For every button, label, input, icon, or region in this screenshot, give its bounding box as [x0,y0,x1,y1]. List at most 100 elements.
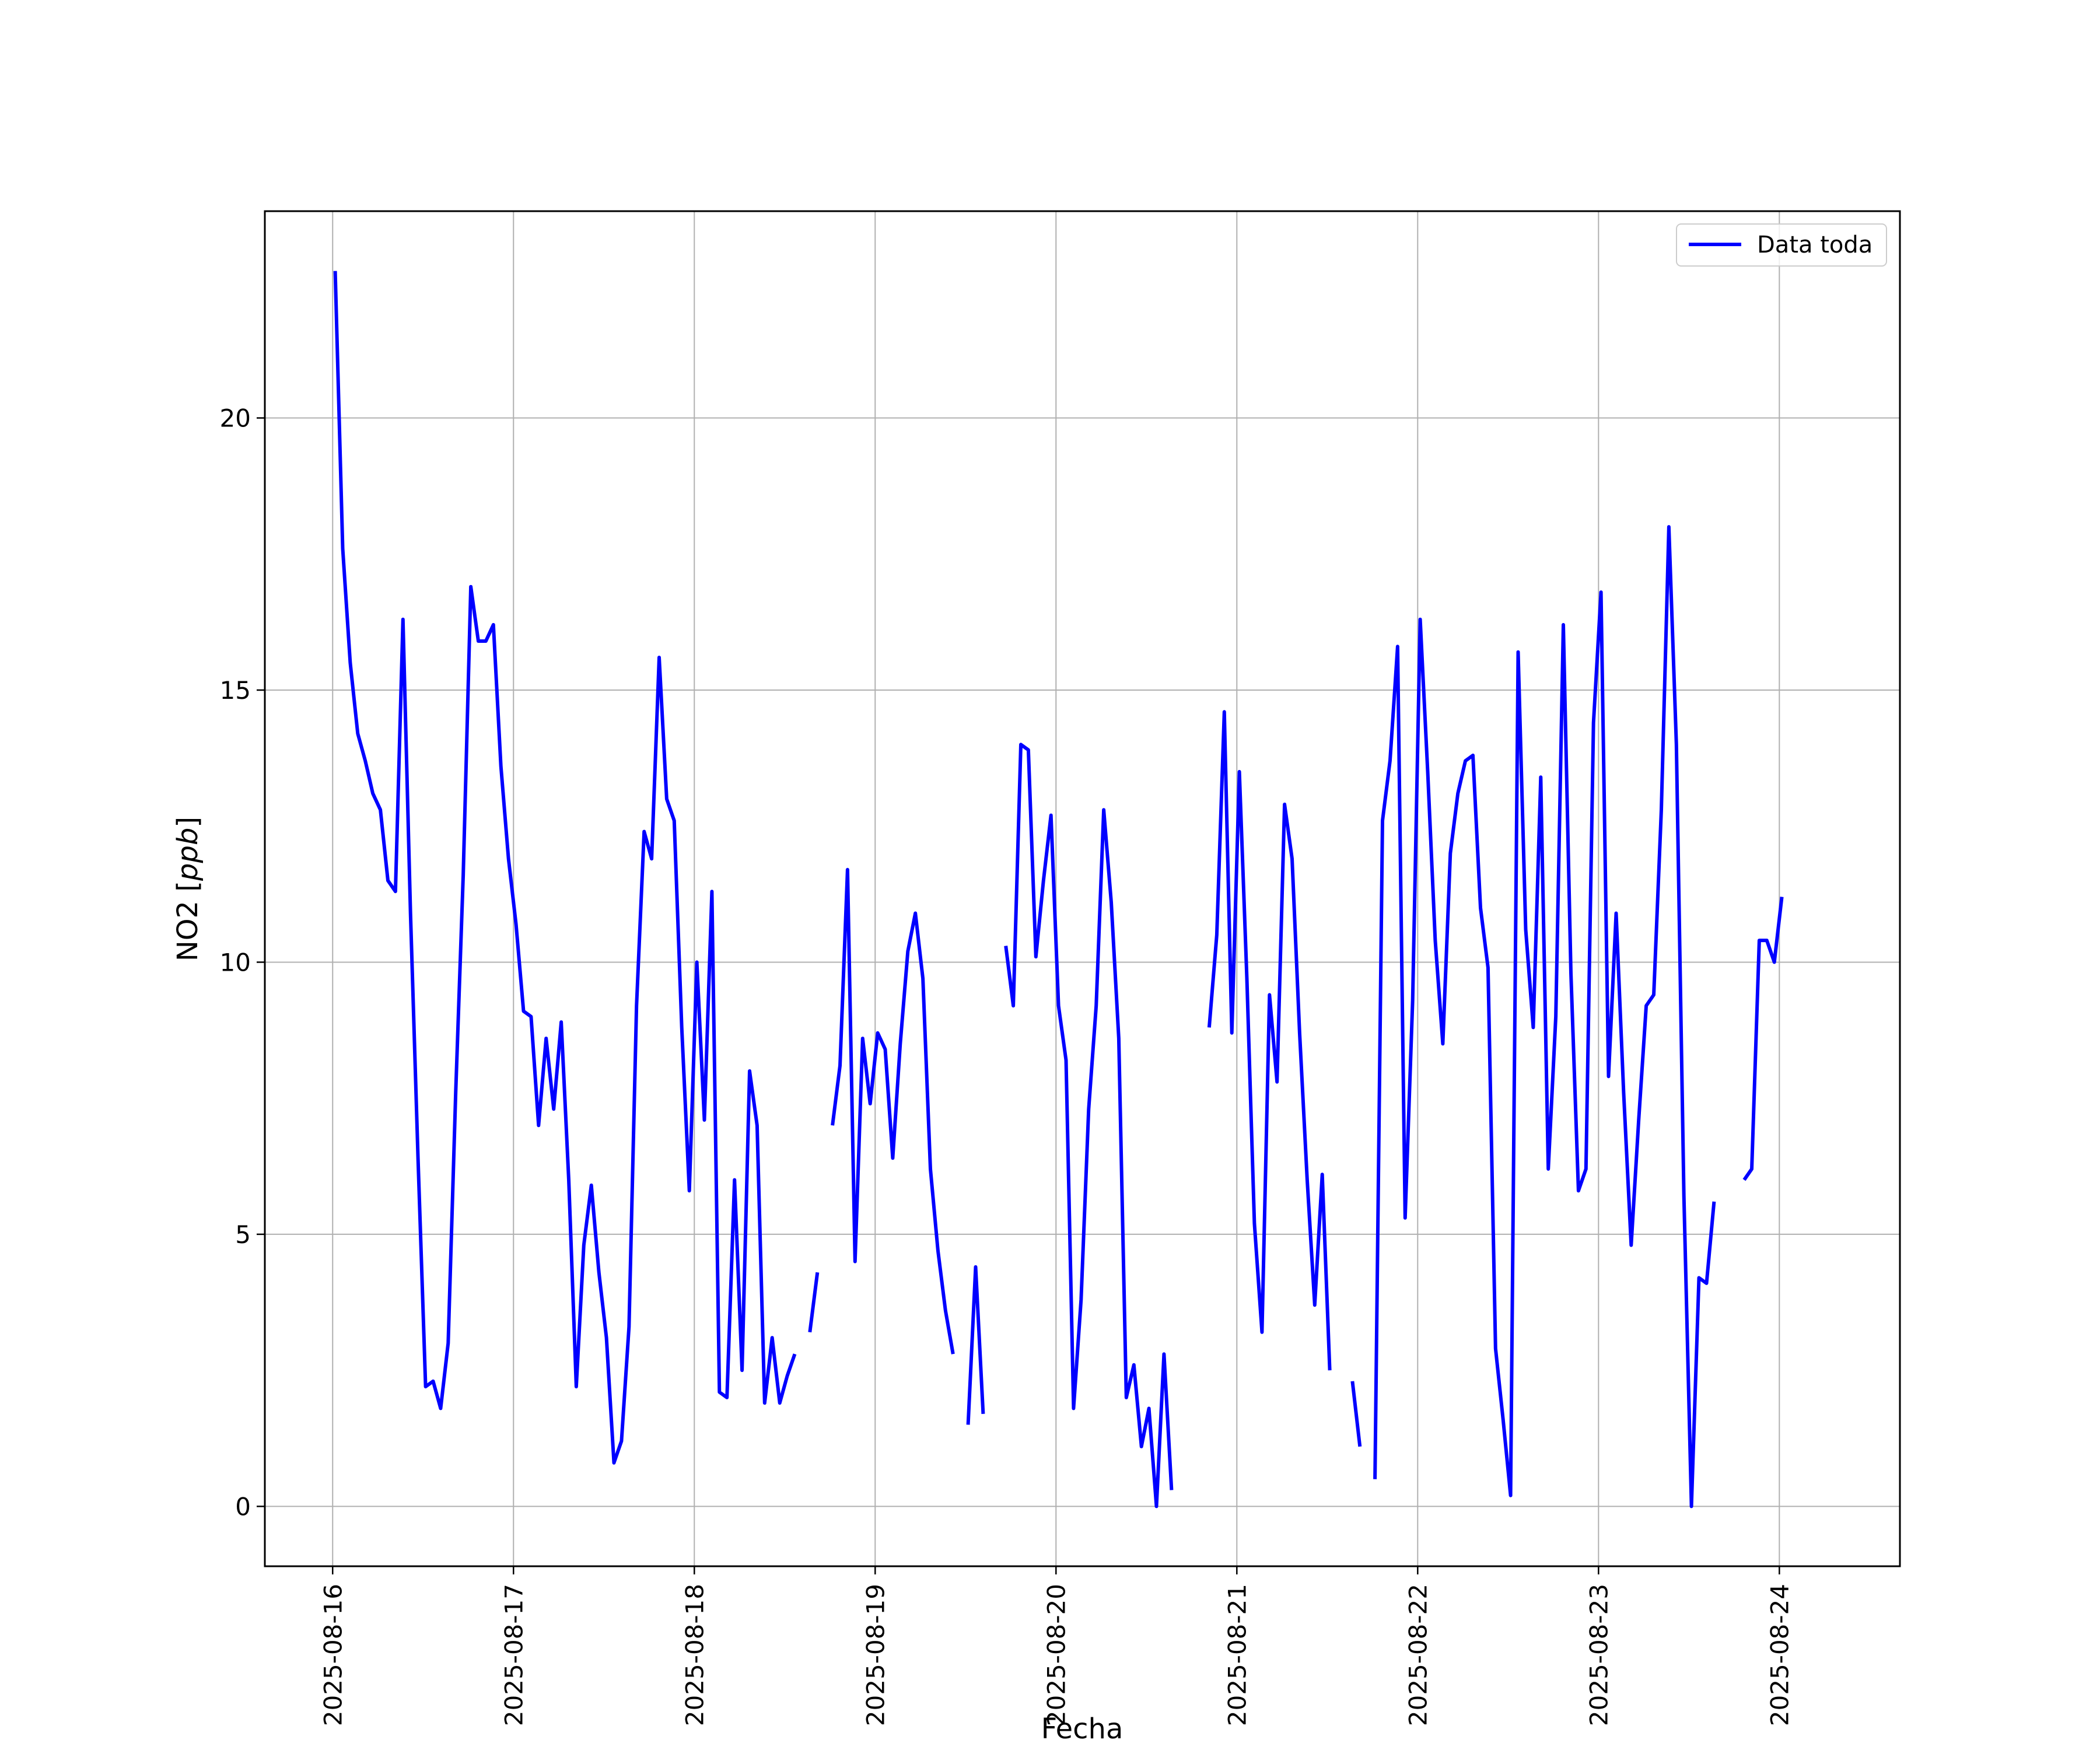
data-point [651,858,652,859]
data-point [1532,1027,1534,1028]
legend: Data toda [1676,223,1887,267]
data-point [659,657,660,658]
data-point [591,1185,592,1186]
x-tick-label: 2025-08-21 [1223,1584,1251,1726]
data-point [576,1386,577,1387]
data-point [1299,1032,1300,1034]
data-point [530,1016,531,1017]
data-point [1397,646,1398,647]
data-point [839,1065,841,1066]
data-point [1630,1245,1632,1246]
data-point [953,1353,954,1354]
y-axis-label-unit: ppb [172,828,204,881]
data-point [726,1397,727,1398]
data-point [1638,1119,1639,1121]
data-point [1578,1190,1579,1191]
data-point [1239,771,1240,772]
data-point [1427,771,1429,772]
data-point [1028,750,1029,751]
data-point [1307,1180,1308,1181]
plot-area [265,211,1900,1566]
data-point [666,799,667,800]
data-point [478,640,479,642]
data-point [1661,809,1662,810]
data-point [1510,1495,1511,1496]
data-point [1676,744,1677,745]
ticks: 0 5 10 15 20 2025-08-16 2025-08-17 2025-08-18 20… [220,404,1794,1727]
data-point [1292,858,1293,859]
data-point [485,640,487,642]
data-point [1518,652,1519,653]
data-point [1322,1174,1323,1175]
x-tick-label: 2025-08-19 [861,1584,890,1726]
data-point [1434,940,1436,941]
data-point [516,923,517,925]
y-tick-label: 10 [220,948,251,977]
data-point [621,1440,622,1441]
data-point [508,858,509,859]
data-point [1390,760,1391,761]
data-point [764,1402,765,1404]
data-point [425,1386,426,1387]
series-layer [333,271,1784,1508]
data-point [1284,804,1285,805]
data-point [545,1038,547,1039]
data-point [741,1370,743,1371]
data-point [681,1027,682,1028]
y-tick-label: 0 [235,1492,251,1521]
data-point [1503,1419,1504,1420]
data-point [395,891,396,892]
data-point [357,733,358,734]
data-point [1096,1005,1097,1006]
x-tick-label: 2025-08-16 [318,1584,347,1726]
data-point [1751,1168,1752,1170]
data-point [1480,907,1481,908]
data-point [1163,1353,1164,1354]
x-tick-label: 2025-08-18 [680,1584,709,1726]
data-point [1118,1038,1119,1039]
data-point [832,1125,833,1126]
data-point [1593,722,1594,723]
data-point [1684,1196,1685,1197]
data-point [892,1157,893,1158]
data-point [1073,1408,1074,1409]
data-point [1420,619,1421,620]
series-line [333,271,1784,1508]
data-point [794,1353,796,1354]
data-point [1653,994,1654,995]
data-point [877,1032,878,1034]
data-point [455,1092,456,1093]
legend-box [1676,223,1887,267]
data-point [749,1070,750,1072]
data-point [1699,1278,1700,1279]
data-point [1261,1332,1262,1333]
data-point [674,820,675,821]
data-point [418,1157,419,1158]
data-point [1058,1005,1059,1006]
data-point [372,793,373,794]
plot-frame [264,210,1901,1567]
data-point [493,624,494,625]
data-point [463,874,464,876]
data-point [1314,1304,1315,1306]
data-point [696,961,698,963]
data-point [1066,1059,1067,1060]
data-point [1586,1168,1587,1170]
data-point [553,1108,554,1110]
data-point [982,1413,984,1415]
x-tick-label: 2025-08-24 [1765,1584,1794,1726]
data-point [1691,1506,1692,1507]
y-axis-label-main: NO2 [ [172,881,204,961]
data-point [1608,1076,1609,1077]
data-point [380,809,381,810]
y-tick-label: 5 [235,1220,251,1249]
data-point [1548,1168,1549,1170]
data-point [1563,624,1564,625]
data-point [447,1343,449,1344]
data-point [1171,1489,1172,1490]
data-point [862,1038,863,1039]
x-tick-label: 2025-08-23 [1584,1584,1613,1726]
data-point [1495,1348,1496,1349]
data-point [1231,1032,1233,1034]
